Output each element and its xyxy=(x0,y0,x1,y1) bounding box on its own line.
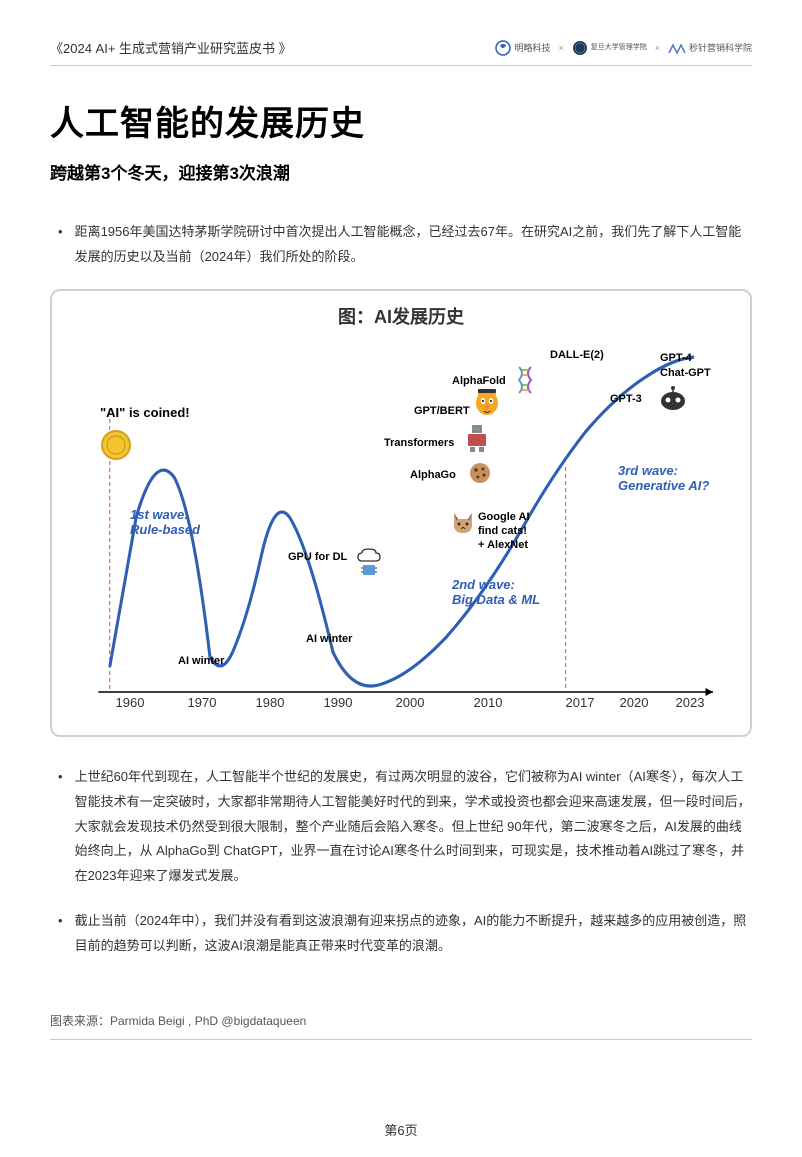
label-wave2: 2nd wave: Big Data & ML xyxy=(452,577,540,607)
x-tick: 2017 xyxy=(566,695,595,710)
label-gptbert: GPT/BERT xyxy=(414,405,470,417)
doc-title: 《2024 AI+ 生成式营销产业研究蓝皮书 》 xyxy=(50,38,292,57)
cloud-gpu-icon xyxy=(354,545,384,582)
chart-title: 图：AI发展历史 xyxy=(70,303,732,329)
cat-icon xyxy=(448,509,478,542)
chart-container: 图：AI发展历史 "AI" is coined! 1st wave: Rule xyxy=(50,289,752,737)
x-tick: 2023 xyxy=(676,695,705,710)
source-credit: 图表来源：Parmida Beigi , PhD @bigdataqueen xyxy=(50,1012,752,1040)
label-wave1: 1st wave: Rule-based xyxy=(130,507,200,537)
x-tick: 1960 xyxy=(116,695,145,710)
page-header: 《2024 AI+ 生成式营销产业研究蓝皮书 》 明略科技 × 复旦大学管理学院… xyxy=(50,38,752,66)
main-title: 人工智能的发展历史 xyxy=(50,96,752,145)
x-tick: 2000 xyxy=(396,695,425,710)
paragraph-2: • 上世纪60年代到现在，人工智能半个世纪的发展史，有过两次明显的波谷，它们被称… xyxy=(50,765,752,888)
cookie-icon xyxy=(468,461,492,490)
ai-history-chart: "AI" is coined! 1st wave: Rule-based AI … xyxy=(70,337,732,717)
sub-title: 跨越第3个冬天，迎接第3次浪潮 xyxy=(50,159,752,184)
bullet-icon: • xyxy=(58,765,63,888)
x-tick: 1980 xyxy=(256,695,285,710)
label-winter1: AI winter xyxy=(178,655,224,667)
coin-icon xyxy=(100,429,132,466)
bert-icon xyxy=(474,387,500,422)
logo-mingluo: 明略科技 xyxy=(495,40,550,56)
label-gpu: GPU for DL xyxy=(288,551,347,563)
x-tick: 1970 xyxy=(188,695,217,710)
header-logos: 明略科技 × 复旦大学管理学院 × 秒针营销科学院 xyxy=(495,40,752,56)
label-wave3: 3rd wave: Generative AI? xyxy=(618,463,709,493)
paragraph-3: • 截止当前（2024年中），我们并没有看到这波浪潮有迎来拐点的迹象，AI的能力… xyxy=(50,909,752,958)
logo-fudan: 复旦大学管理学院 xyxy=(572,40,647,56)
label-googleai: Google AI find cats! + AlexNet xyxy=(478,511,530,552)
label-dalle: DALL-E(2) xyxy=(550,349,604,361)
label-gpt4: GPT-4 Chat-GPT xyxy=(660,351,711,380)
intro-paragraph: • 距离1956年美国达特茅斯学院研讨中首次提出人工智能概念，已经过去67年。在… xyxy=(50,220,752,269)
bullet-icon: • xyxy=(58,909,63,958)
x-tick: 2010 xyxy=(474,695,503,710)
label-alphafold: AlphaFold xyxy=(452,375,506,387)
page-number: 第6页 xyxy=(384,1120,417,1139)
bot-icon xyxy=(658,383,688,416)
logo-separator: × xyxy=(558,43,563,53)
robot-icon xyxy=(464,423,490,458)
label-winter2: AI winter xyxy=(306,633,352,645)
dna-icon xyxy=(514,365,536,400)
label-gpt3: GPT-3 xyxy=(610,393,642,405)
bullet-icon: • xyxy=(58,220,63,269)
logo-separator: × xyxy=(655,43,660,53)
x-tick: 2020 xyxy=(620,695,649,710)
label-ai-coined: "AI" is coined! xyxy=(100,405,190,420)
label-transformers: Transformers xyxy=(384,437,454,449)
logo-miaozhen: 秒针营销科学院 xyxy=(668,41,752,55)
label-alphago: AlphaGo xyxy=(410,469,456,481)
x-tick: 1990 xyxy=(324,695,353,710)
